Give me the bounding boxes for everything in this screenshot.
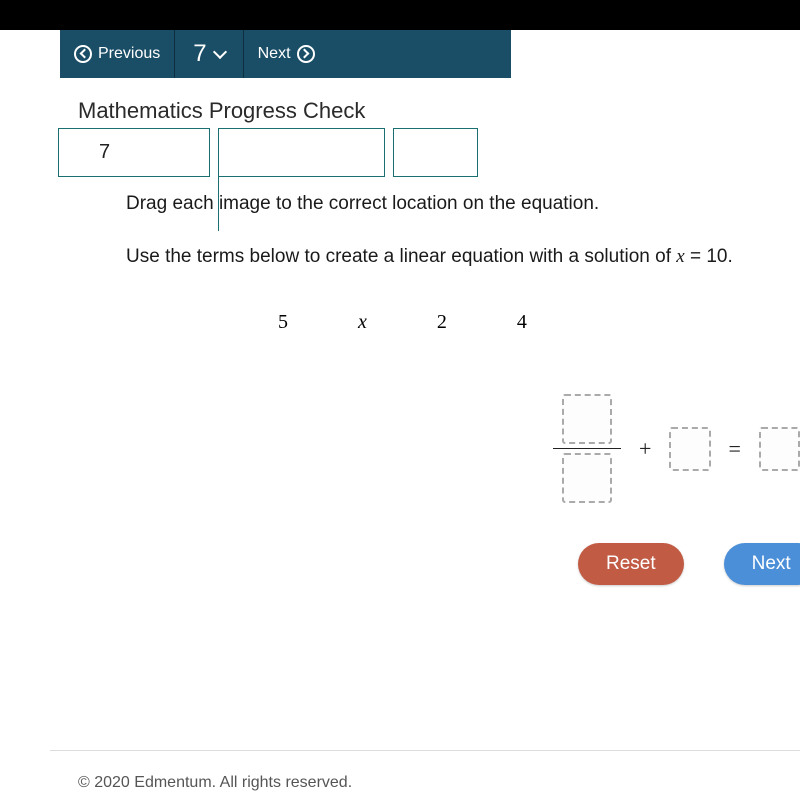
addend-slot[interactable] bbox=[669, 427, 710, 471]
fraction-bar bbox=[553, 448, 621, 449]
instruction-text: Use the terms below to create a linear e… bbox=[126, 246, 676, 267]
instruction-line-1: Drag each image to the correct location … bbox=[78, 190, 800, 219]
equation-area: + = bbox=[553, 394, 800, 503]
term-4[interactable]: 4 bbox=[517, 311, 527, 334]
top-border bbox=[0, 0, 800, 30]
answer-slot-box[interactable] bbox=[218, 128, 385, 177]
result-slot[interactable] bbox=[759, 427, 800, 471]
next-button[interactable]: Next bbox=[724, 543, 800, 585]
plus-operator: + bbox=[639, 436, 651, 462]
previous-button[interactable]: Previous bbox=[60, 30, 175, 78]
chevron-down-icon bbox=[213, 45, 227, 59]
arrow-right-icon bbox=[297, 45, 315, 63]
instruction-text: = 10. bbox=[685, 246, 733, 267]
question-number-selector[interactable]: 7 bbox=[175, 30, 243, 78]
action-buttons: Reset Next bbox=[578, 543, 800, 585]
question-content: Drag each image to the correct location … bbox=[78, 190, 800, 585]
term-5[interactable]: 5 bbox=[278, 311, 288, 334]
denominator-slot[interactable] bbox=[562, 453, 612, 503]
term-x[interactable]: x bbox=[358, 311, 367, 334]
question-index-box[interactable]: 7 bbox=[58, 128, 210, 177]
next-label: Next bbox=[258, 45, 291, 63]
previous-label: Previous bbox=[98, 45, 160, 63]
term-2[interactable]: 2 bbox=[437, 311, 447, 334]
question-number: 7 bbox=[193, 40, 206, 68]
answer-slot-box[interactable] bbox=[393, 128, 478, 177]
arrow-left-icon bbox=[74, 45, 92, 63]
question-index: 7 bbox=[99, 141, 110, 164]
draggable-terms-row: 5 x 2 4 bbox=[278, 311, 800, 334]
footer-divider bbox=[50, 750, 800, 751]
next-nav-button[interactable]: Next bbox=[244, 30, 329, 78]
numerator-slot[interactable] bbox=[562, 394, 612, 444]
instruction-var: x bbox=[676, 246, 684, 267]
page-title: Mathematics Progress Check bbox=[78, 98, 365, 124]
answer-boxes: 7 bbox=[58, 128, 478, 177]
fraction bbox=[553, 394, 621, 503]
footer-copyright: © 2020 Edmentum. All rights reserved. bbox=[78, 774, 352, 792]
question-nav-bar: Previous 7 Next bbox=[60, 30, 511, 78]
instruction-line-2: Use the terms below to create a linear e… bbox=[78, 243, 800, 272]
reset-button[interactable]: Reset bbox=[578, 543, 684, 585]
equals-operator: = bbox=[729, 436, 741, 462]
